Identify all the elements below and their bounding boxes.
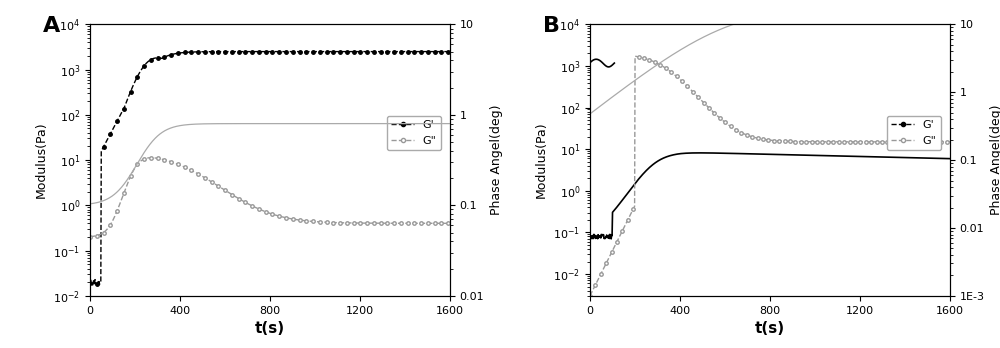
Legend: G', G": G', G" [387, 116, 441, 150]
Legend: G', G": G', G" [887, 116, 941, 150]
Y-axis label: Modulus(Pa): Modulus(Pa) [35, 122, 48, 198]
Text: B: B [543, 16, 560, 36]
Y-axis label: Phase Angel(deg): Phase Angel(deg) [990, 105, 1000, 215]
X-axis label: t(s): t(s) [255, 321, 285, 336]
Y-axis label: Phase Angel(deg): Phase Angel(deg) [490, 105, 503, 215]
Y-axis label: Modulus(Pa): Modulus(Pa) [535, 122, 548, 198]
Text: A: A [43, 16, 60, 36]
X-axis label: t(s): t(s) [755, 321, 785, 336]
